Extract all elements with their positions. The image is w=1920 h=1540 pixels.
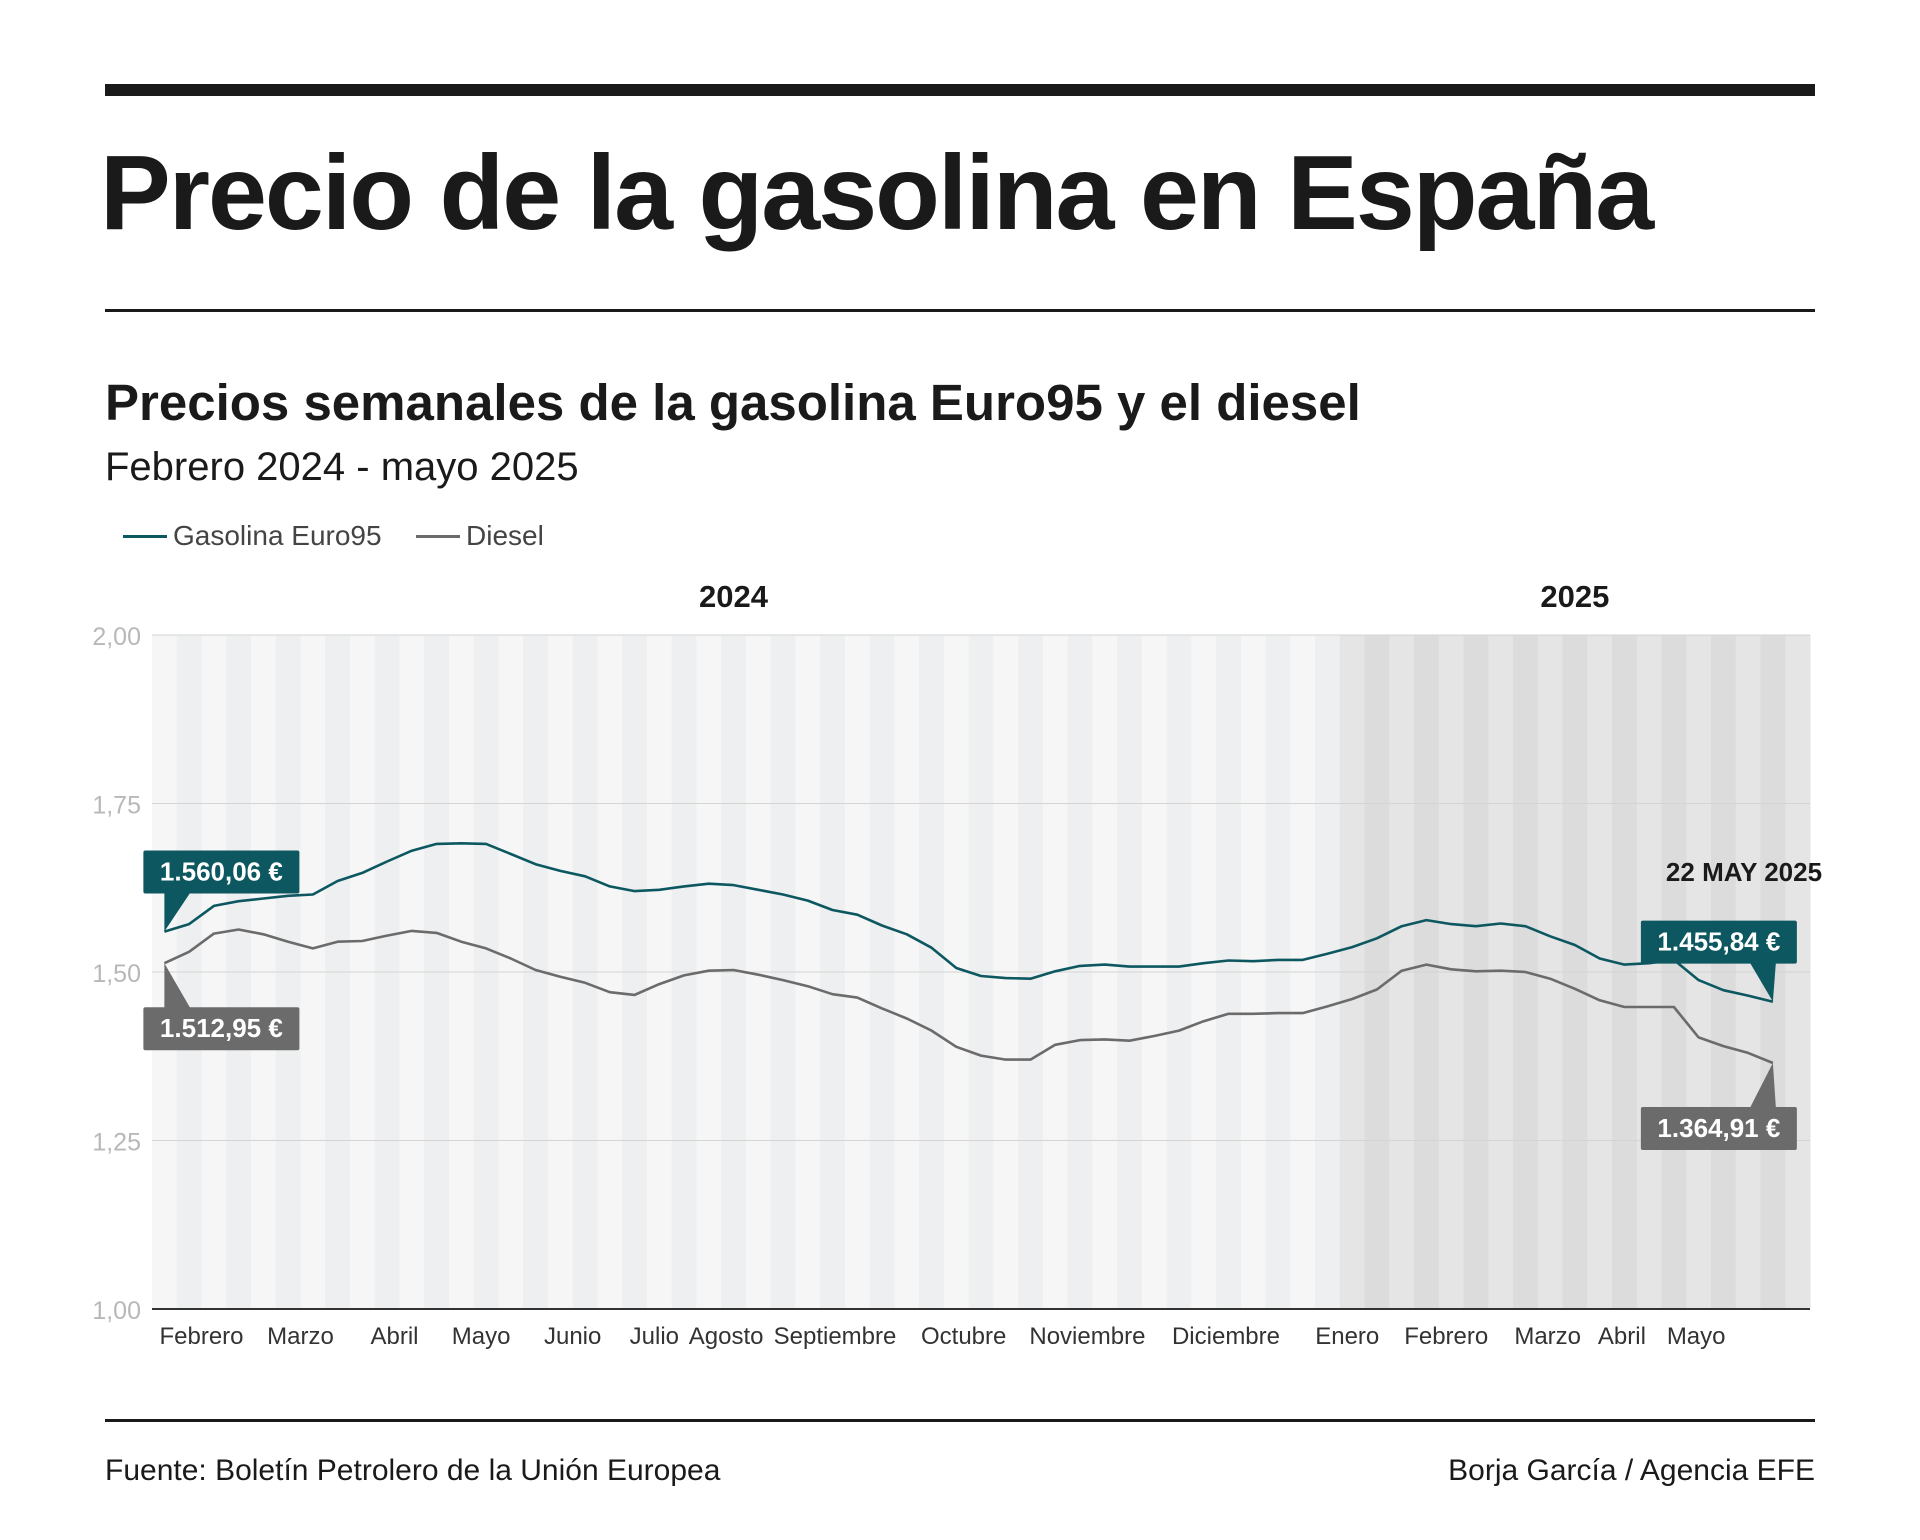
x-tick-label: Noviembre (1029, 1323, 1145, 1350)
year-label: 2025 (1540, 579, 1609, 614)
legend-label-diesel: Diesel (466, 520, 544, 551)
legend-swatch-diesel (416, 534, 460, 538)
page-title: Precio de la gasolina en España (100, 134, 1654, 252)
x-tick-label: Junio (544, 1323, 601, 1350)
legend-swatch-gasolina (123, 534, 167, 538)
top-rule (105, 84, 1815, 96)
gasolina-line (164, 841, 1774, 1003)
x-tick-label: Julio (630, 1323, 679, 1350)
x-tick-label: Febrero (159, 1323, 243, 1350)
x-tick-label: Enero (1315, 1323, 1379, 1350)
callout-pointer (164, 892, 191, 932)
callout-pointer (1749, 1062, 1776, 1108)
x-tick-label: Abril (371, 1323, 419, 1350)
chart-subtitle: Precios semanales de la gasolina Euro95 … (105, 374, 1361, 431)
year-label: 2024 (699, 579, 769, 614)
callout-label: 1.560,06 € (160, 857, 283, 887)
callout-box (1640, 920, 1797, 964)
legend-item-gasolina: Gasolina Euro95 (123, 520, 382, 552)
y-tick-label: 1,00 (92, 1297, 141, 1325)
callout-label: 1.455,84 € (1657, 927, 1780, 957)
y-tick-label: 1,75 (92, 792, 141, 820)
callout-label: 1.364,91 € (1657, 1113, 1780, 1143)
x-tick-label: Abril (1598, 1323, 1646, 1350)
x-tick-label: Octubre (921, 1323, 1006, 1350)
x-tick-label: Diciembre (1172, 1323, 1280, 1350)
y-tick-label: 1,25 (92, 1129, 141, 1157)
callout-box (143, 850, 300, 894)
callout-box (1640, 1106, 1797, 1150)
chart-period: Febrero 2024 - mayo 2025 (105, 445, 579, 489)
y-tick-label: 1,50 (92, 960, 141, 988)
footer-divider (105, 1419, 1815, 1422)
callout-box (143, 1007, 300, 1051)
date-label: 22 MAY 2025 (1666, 857, 1822, 887)
diesel-line (163, 928, 1774, 1065)
y-tick-label: 2,00 (92, 623, 141, 651)
x-tick-label: Septiembre (774, 1323, 897, 1350)
callout-pointer (1749, 962, 1776, 1002)
x-tick-label: Mayo (1667, 1323, 1726, 1350)
x-tick-label: Agosto (689, 1323, 764, 1350)
source-note: Fuente: Boletín Petrolero de la Unión Eu… (105, 1454, 721, 1487)
x-tick-label: Mayo (452, 1323, 511, 1350)
x-tick-label: Marzo (267, 1323, 334, 1350)
legend-item-diesel: Diesel (416, 520, 544, 552)
credit-note: Borja García / Agencia EFE (1448, 1454, 1815, 1487)
line-chart: 2,00 1,75 1,50 1,25 1,00 2024 2025 Febrero Marzo… (92, 579, 1822, 1350)
x-tick-label: Febrero (1404, 1323, 1488, 1350)
x-tick-label: Marzo (1514, 1323, 1581, 1350)
callout-pointer (164, 963, 191, 1009)
callout-label: 1.512,95 € (160, 1013, 283, 1043)
title-divider (105, 309, 1815, 312)
legend-label-gasolina: Gasolina Euro95 (173, 520, 382, 551)
